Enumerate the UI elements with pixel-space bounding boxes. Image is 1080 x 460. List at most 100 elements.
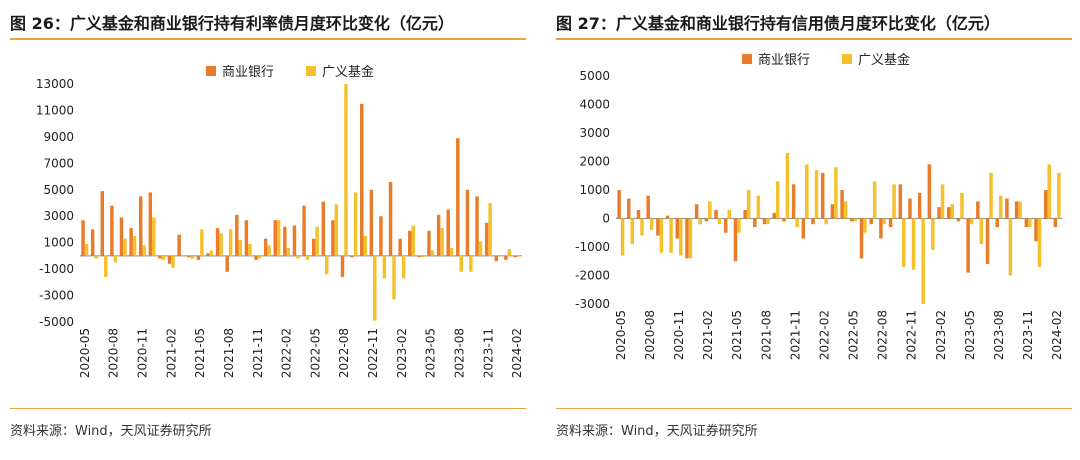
bar-fund bbox=[440, 228, 444, 256]
bar-fund bbox=[834, 167, 838, 219]
bar-fund bbox=[296, 255, 300, 259]
bar-fund bbox=[449, 247, 454, 256]
chart-panel-credit-bonds: 图 27：广义基金和商业银行持有信用债月度环比变化（亿元） 5000 4000 30… bbox=[556, 0, 1076, 460]
bar-fund bbox=[795, 218, 799, 228]
bar-bank bbox=[976, 201, 980, 219]
bar-bank bbox=[791, 184, 796, 219]
x-tick-label: 2022-11 bbox=[366, 328, 380, 378]
bar-fund bbox=[698, 218, 702, 225]
bar-fund bbox=[123, 238, 127, 256]
bar-fund bbox=[805, 164, 809, 219]
bar-fund bbox=[998, 195, 1003, 219]
bar-bank bbox=[427, 230, 431, 256]
bar-fund bbox=[305, 255, 310, 260]
bar-fund bbox=[775, 181, 780, 219]
bar-bank bbox=[811, 218, 815, 225]
bar-fund bbox=[872, 181, 877, 219]
bar-bank bbox=[859, 218, 864, 259]
bar-fund bbox=[459, 255, 463, 272]
bar-fund bbox=[746, 190, 751, 219]
bar-fund bbox=[649, 218, 654, 230]
bar-bank bbox=[494, 255, 498, 262]
chart-title: 图 27：广义基金和商业银行持有信用债月度环比变化（亿元） bbox=[556, 14, 1000, 33]
bar-bank bbox=[694, 204, 699, 219]
bar-fund bbox=[200, 229, 204, 256]
legend-swatch-bank bbox=[206, 66, 216, 76]
bar-fund bbox=[104, 255, 108, 278]
bar-fund bbox=[161, 255, 166, 260]
bar-bank bbox=[656, 218, 660, 236]
bar-fund bbox=[1028, 218, 1032, 228]
y-tick-label: 5000 bbox=[43, 183, 74, 197]
bar-bank bbox=[985, 218, 990, 265]
bar-fund bbox=[190, 255, 194, 259]
bar-bank bbox=[456, 138, 460, 256]
bar-fund bbox=[630, 218, 635, 245]
bar-fund bbox=[960, 192, 964, 219]
x-tick-label: 2022-05 bbox=[847, 310, 861, 360]
x-tick-label: 2023-08 bbox=[992, 310, 1006, 360]
bar-fund bbox=[325, 255, 329, 275]
bar-fund bbox=[344, 84, 348, 256]
bar-fund bbox=[276, 220, 281, 256]
bar-fund bbox=[353, 192, 358, 256]
bar-fund bbox=[756, 195, 761, 219]
x-tick-label: 2022-08 bbox=[337, 328, 351, 378]
y-tick-label: 7000 bbox=[43, 156, 74, 170]
x-tick-label: 2020-05 bbox=[614, 310, 628, 360]
bar-bank bbox=[446, 209, 450, 256]
bar-fund bbox=[669, 218, 673, 253]
bar-bank bbox=[81, 220, 85, 256]
x-tick-label: 2021-08 bbox=[759, 310, 773, 360]
bar-bank bbox=[513, 255, 518, 258]
bar-bank bbox=[646, 195, 650, 219]
bar-fund bbox=[421, 255, 425, 258]
bar-bank bbox=[436, 214, 441, 256]
bar-bank bbox=[840, 190, 844, 219]
x-tick-label: 2022-02 bbox=[280, 328, 294, 378]
bar-fund bbox=[911, 218, 916, 270]
y-tick-label: -2000 bbox=[575, 269, 610, 283]
bar-bank bbox=[617, 190, 621, 219]
bar-fund bbox=[921, 218, 925, 304]
legend-label-bank: 商业银行 bbox=[758, 53, 810, 68]
bar-fund bbox=[1018, 201, 1022, 219]
x-tick-label: 2023-02 bbox=[934, 310, 948, 360]
bar-fund bbox=[469, 255, 473, 272]
bar-fund bbox=[940, 184, 945, 219]
bar-fund bbox=[950, 204, 954, 219]
x-tick-label: 2023-05 bbox=[424, 328, 438, 378]
bar-bank bbox=[369, 189, 374, 256]
bar-bank bbox=[292, 225, 297, 256]
bar-fund bbox=[766, 218, 770, 225]
source-note: 资料来源：Wind，天风证券研究所 bbox=[556, 424, 758, 439]
bar-bank bbox=[417, 255, 422, 258]
bar-bank bbox=[158, 255, 162, 259]
bar-fund bbox=[620, 218, 625, 256]
bar-bank bbox=[311, 238, 316, 256]
y-tick-label: 3000 bbox=[43, 209, 74, 223]
bar-bank bbox=[196, 255, 201, 260]
bar-fund bbox=[286, 247, 291, 256]
title-divider bbox=[10, 38, 526, 40]
bar-fund bbox=[1037, 218, 1042, 267]
bar-fund bbox=[373, 255, 377, 321]
bar-bank bbox=[947, 207, 951, 219]
bar-bank bbox=[820, 172, 825, 219]
bar-bank bbox=[90, 229, 95, 256]
bar-fund bbox=[228, 229, 233, 256]
bar-fund bbox=[979, 218, 984, 245]
bar-fund bbox=[267, 245, 271, 256]
y-tick-label: 3000 bbox=[579, 126, 610, 140]
x-tick-label: 2020-11 bbox=[672, 310, 686, 360]
bar-bank bbox=[1053, 218, 1058, 228]
x-tick-label: 2020-05 bbox=[78, 328, 92, 378]
bar-bank bbox=[704, 218, 709, 222]
bar-bank bbox=[254, 255, 258, 260]
x-tick-label: 2021-02 bbox=[164, 328, 178, 378]
bar-fund bbox=[238, 240, 242, 256]
bar-bank bbox=[283, 226, 287, 256]
bar-fund bbox=[478, 241, 483, 256]
bar-bank bbox=[733, 218, 738, 262]
x-tick-label: 2022-05 bbox=[308, 328, 322, 378]
